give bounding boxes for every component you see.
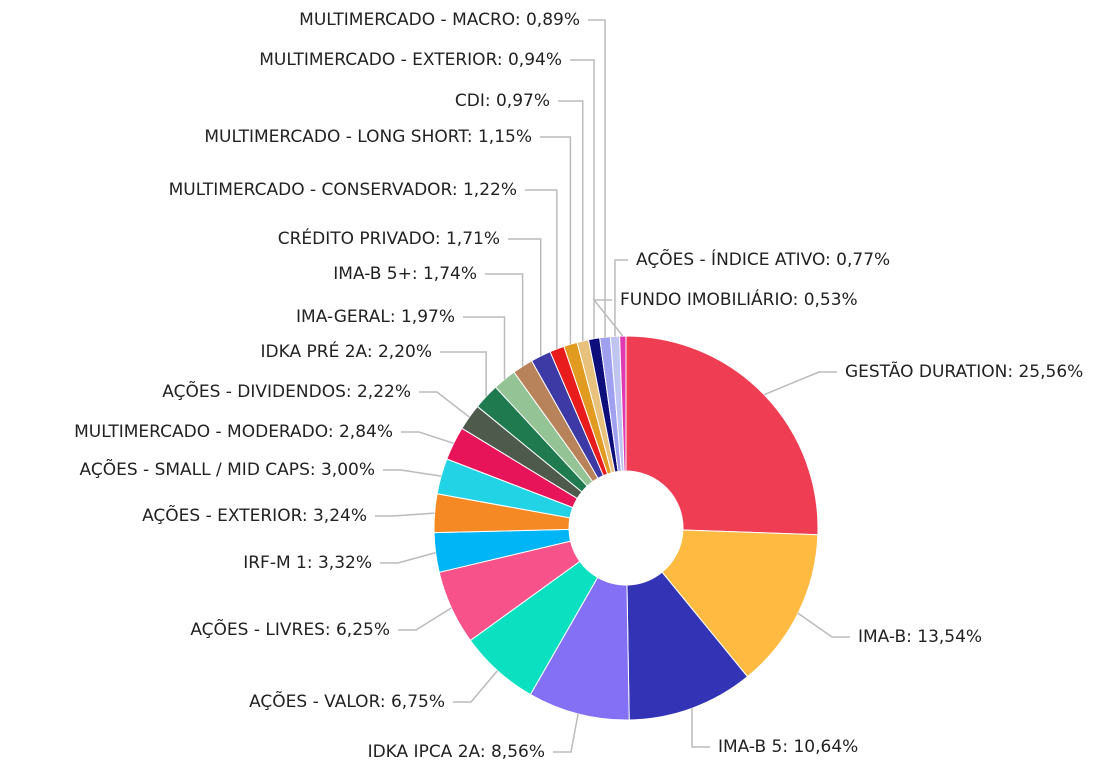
slice-label: FUNDO IMOBILIÁRIO: 0,53% xyxy=(620,288,858,310)
slice-label: CRÉDITO PRIVADO: 1,71% xyxy=(278,227,500,249)
leader-line xyxy=(383,469,442,477)
slice-label: AÇÕES - EXTERIOR: 3,24% xyxy=(142,504,367,526)
leader-line xyxy=(691,708,710,748)
slice-label: IMA-GERAL: 1,97% xyxy=(296,307,455,327)
slice xyxy=(626,571,749,721)
slice-label: AÇÕES - SMALL / MID CAPS: 3,00% xyxy=(80,458,375,480)
slice-label: MULTIMERCADO - MACRO: 0,89% xyxy=(299,10,580,30)
slice-label: AÇÕES - LIVRES: 6,25% xyxy=(190,618,390,640)
slice-label: AÇÕES - VALOR: 6,75% xyxy=(249,690,445,712)
leader-line xyxy=(540,136,572,345)
slice xyxy=(625,335,819,536)
leader-line xyxy=(440,351,487,397)
leader-line xyxy=(401,431,454,445)
slice-label: MULTIMERCADO - EXTERIOR: 0,94% xyxy=(259,50,562,70)
leader-line xyxy=(508,238,542,356)
slice-label: IMA-B 5+: 1,74% xyxy=(333,264,477,284)
slice-label: IRF-M 1: 3,32% xyxy=(243,553,372,573)
leader-line xyxy=(485,273,524,367)
slice-label: MULTIMERCADO - LONG SHORT: 1,15% xyxy=(204,127,532,147)
slice-label: GESTÃO DURATION: 25,56% xyxy=(845,360,1083,382)
slice-label: MULTIMERCADO - CONSERVADOR: 1,22% xyxy=(169,180,517,200)
leader-line xyxy=(614,259,628,337)
slice-label: IDKA IPCA 2A: 8,56% xyxy=(368,742,545,762)
leader-line xyxy=(553,713,579,753)
leader-line xyxy=(588,19,606,338)
slice-label: IDKA PRÉ 2A: 2,20% xyxy=(261,340,432,362)
slice-label: AÇÕES - DIVIDENDOS: 2,22% xyxy=(162,380,411,402)
slice-label: IMA-B 5: 10,64% xyxy=(718,737,858,757)
leader-line xyxy=(558,100,584,341)
leader-line xyxy=(763,371,837,396)
leader-line xyxy=(570,59,595,339)
leader-line xyxy=(797,612,850,638)
leader-line xyxy=(375,512,435,517)
leader-line xyxy=(453,670,499,703)
leader-line xyxy=(525,189,558,349)
slice xyxy=(619,335,627,472)
leader-line xyxy=(463,316,506,380)
slice-label: IMA-B: 13,54% xyxy=(858,627,982,647)
leader-line xyxy=(592,299,624,337)
leader-line xyxy=(419,391,470,418)
slice-label: AÇÕES - ÍNDICE ATIVO: 0,77% xyxy=(636,248,890,270)
slice-label: CDI: 0,97% xyxy=(455,91,550,111)
leader-line xyxy=(380,551,436,564)
slice-label: MULTIMERCADO - MODERADO: 2,84% xyxy=(74,422,393,442)
leader-line xyxy=(398,607,452,631)
slice xyxy=(661,529,819,678)
